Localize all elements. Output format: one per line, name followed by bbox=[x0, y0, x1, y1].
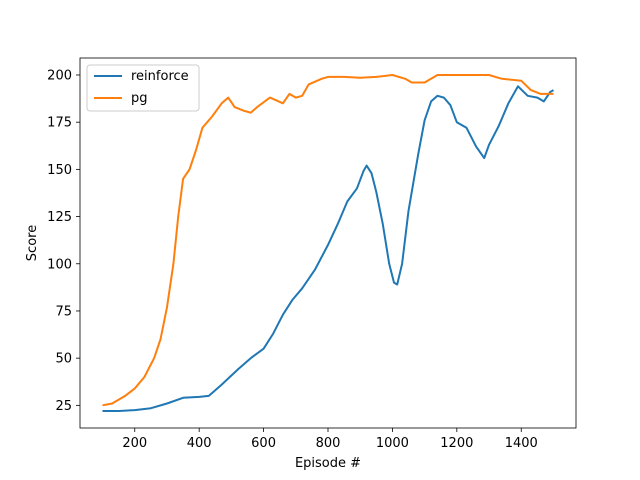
legend: reinforce pg bbox=[86, 64, 200, 112]
y-tick-label: 50 bbox=[55, 352, 72, 367]
series-layer bbox=[102, 74, 554, 412]
y-tick-label: 75 bbox=[55, 304, 72, 319]
y-tick-label: 175 bbox=[47, 116, 72, 131]
series-line-pg bbox=[102, 74, 554, 407]
x-axis-label: Episode # bbox=[295, 456, 361, 471]
y-tick-label: 150 bbox=[47, 163, 72, 178]
y-tick-label: 125 bbox=[47, 210, 72, 225]
x-tick-label: 1200 bbox=[440, 436, 473, 451]
series-line-reinforce bbox=[102, 85, 554, 412]
legend-label-reinforce: reinforce bbox=[131, 69, 189, 84]
x-tick-label: 400 bbox=[187, 436, 212, 451]
legend-label-pg: pg bbox=[131, 91, 148, 106]
x-tick-label: 1400 bbox=[505, 436, 538, 451]
x-tick-label: 600 bbox=[251, 436, 276, 451]
x-tick-label: 1000 bbox=[376, 436, 409, 451]
y-axis-label: Score bbox=[25, 225, 40, 261]
x-tick-label: 200 bbox=[122, 436, 147, 451]
y-tick-label: 100 bbox=[47, 257, 72, 272]
y-tick-label: 25 bbox=[55, 399, 72, 414]
y-axis-ticks: 25 50 75 100 125 150 175 200 bbox=[47, 68, 80, 414]
x-tick-label: 800 bbox=[316, 436, 341, 451]
x-axis-ticks: 200 400 600 800 1000 1200 1400 bbox=[122, 428, 538, 451]
y-tick-label: 200 bbox=[47, 68, 72, 83]
